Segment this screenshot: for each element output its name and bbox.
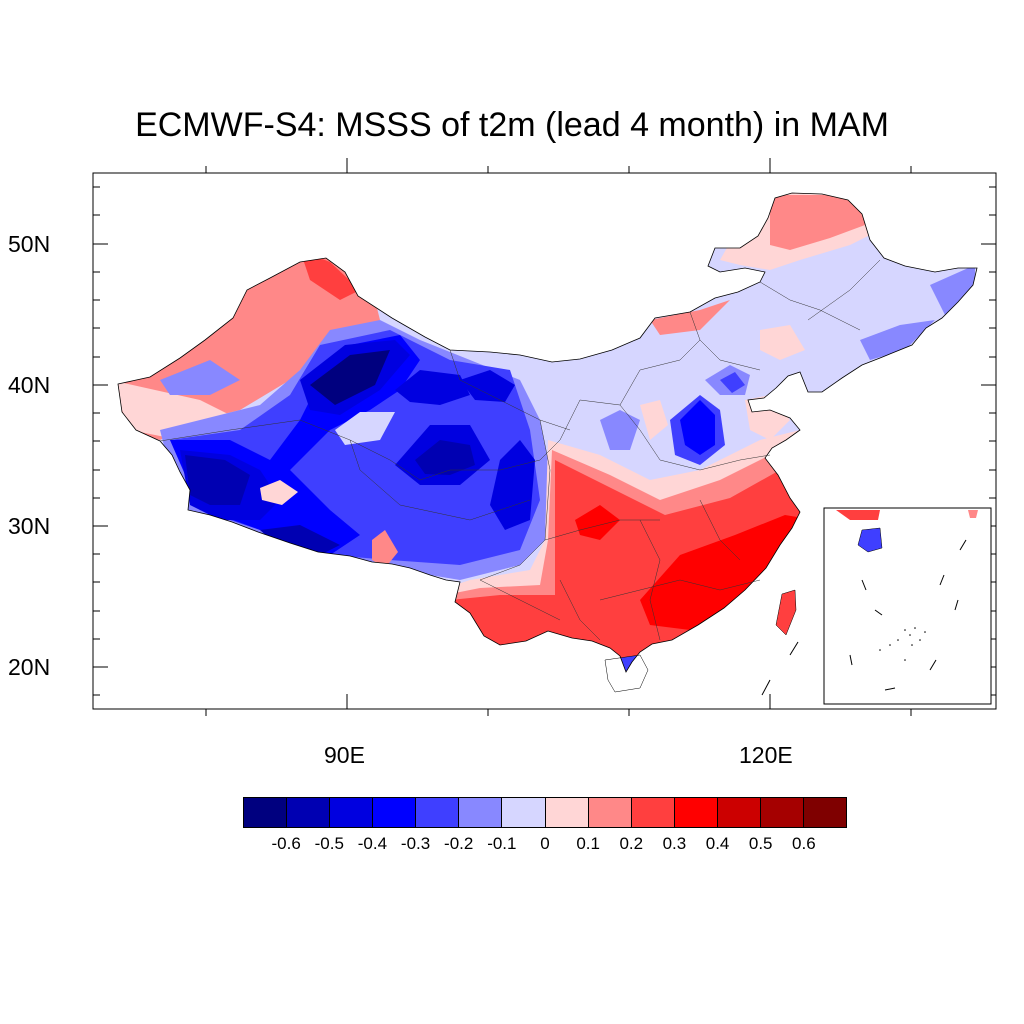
colorbar-label: -0.5 — [314, 834, 344, 853]
south-china-sea-inset — [823, 507, 992, 705]
colorbar-label: -0.1 — [487, 834, 517, 853]
colorbar-label: -0.3 — [400, 834, 431, 853]
colorbar-box — [631, 798, 675, 827]
colorbar-box — [502, 798, 546, 827]
colorbar-box — [416, 798, 460, 827]
colorbar-box — [373, 798, 417, 827]
colorbar-label: 0.1 — [576, 834, 600, 853]
colorbar-box — [459, 798, 503, 827]
colorbar-box — [244, 798, 288, 827]
nine-dash-line — [761, 641, 799, 696]
colorbar-label: -0.6 — [271, 834, 301, 853]
lat-label-50n: 50N — [8, 231, 51, 257]
china-outline — [117, 192, 978, 673]
hainan-island — [604, 654, 649, 693]
colorbar-label: -0.4 — [357, 834, 388, 853]
colorbar-box — [330, 798, 374, 827]
lon-label-90e: 90E — [324, 742, 365, 768]
lat-label-20n: 20N — [8, 654, 51, 680]
colorbar-box — [287, 798, 331, 827]
lon-label-120e: 120E — [739, 742, 793, 768]
taiwan-island — [775, 589, 797, 636]
lat-label-40n: 40N — [8, 372, 51, 398]
colorbar-label: 0.6 — [792, 834, 816, 853]
colorbar-box — [588, 798, 632, 827]
axis-ticks — [93, 158, 996, 716]
colorbar-label: 0 — [540, 834, 550, 853]
province-boundaries — [159, 259, 881, 641]
colorbar-label: 0.2 — [619, 834, 644, 853]
colorbar-label: 0.4 — [705, 834, 730, 853]
map-title: ECMWF-S4: MSSS of t2m (lead 4 month) in … — [135, 106, 889, 144]
colorbar-box — [804, 798, 847, 827]
colorbar-box — [545, 798, 589, 827]
lat-label-30n: 30N — [8, 513, 51, 539]
colorbar — [243, 797, 847, 828]
colorbar-label: 0.5 — [748, 834, 773, 853]
colorbar-label: 0.3 — [662, 834, 687, 853]
colorbar-label: -0.2 — [444, 834, 474, 853]
colorbar-box — [674, 798, 718, 827]
colorbar-box — [760, 798, 805, 827]
colorbar-box — [717, 798, 761, 827]
